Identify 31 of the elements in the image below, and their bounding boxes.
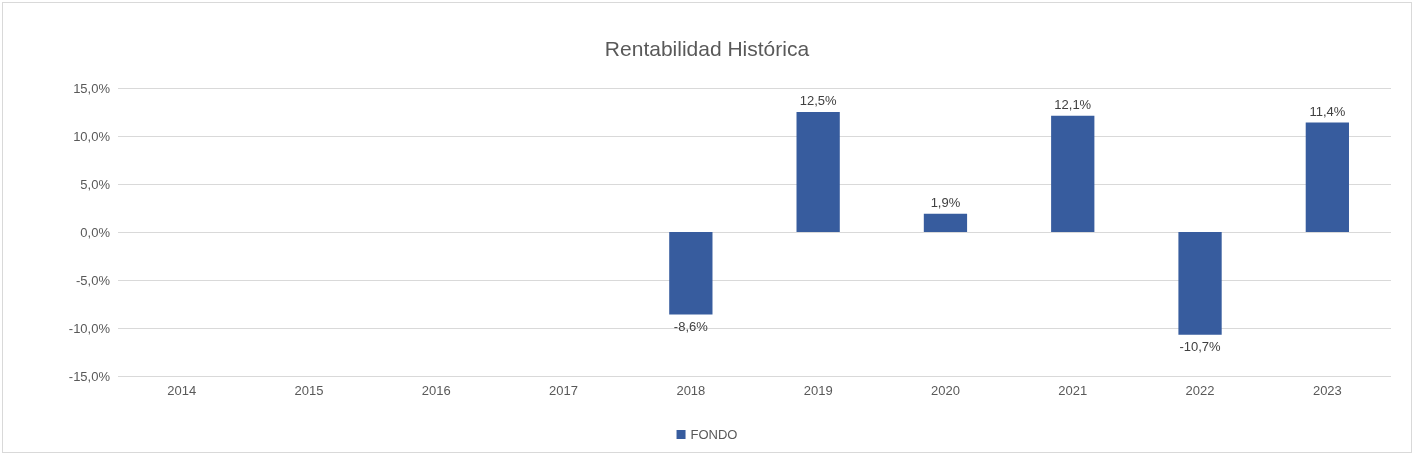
y-tick-label: -5,0% [76,272,111,288]
data-label: 1,9% [930,194,961,210]
data-label: 12,5% [799,93,838,108]
x-tick-label: 2019 [803,383,833,398]
y-tick-label: 5,0% [80,176,111,192]
bar [923,213,968,232]
data-label: -10,7% [1179,338,1222,354]
x-tick-label: 2018 [676,383,706,398]
chart-title: Rentabilidad Histórica [604,37,810,60]
bar [669,232,713,315]
bar [1051,115,1095,232]
y-tick-label: -10,0% [68,320,111,336]
data-label: -8,6% [673,318,709,334]
x-tick-label: 2021 [1058,383,1088,398]
y-tick-label: 10,0% [73,128,111,144]
x-tick-label: 2015 [294,383,324,398]
x-tick-label: 2023 [1312,383,1342,398]
x-tick-label: 2020 [930,383,960,398]
y-tick-label: -15,0% [68,368,111,384]
y-tick-label: 15,0% [73,80,111,96]
x-tick-label: 2016 [421,383,451,398]
data-label: 11,4% [1309,103,1346,119]
x-tick-label: 2017 [549,383,579,398]
bar [796,112,840,232]
y-tick-label: 0,0% [80,224,111,240]
bar [1178,232,1222,335]
x-tick-label: 2022 [1185,383,1215,398]
bar [1305,122,1349,232]
data-label: 12,1% [1054,96,1092,112]
legend-label: FONDO [690,427,738,442]
x-tick-label: 2014 [167,383,197,398]
